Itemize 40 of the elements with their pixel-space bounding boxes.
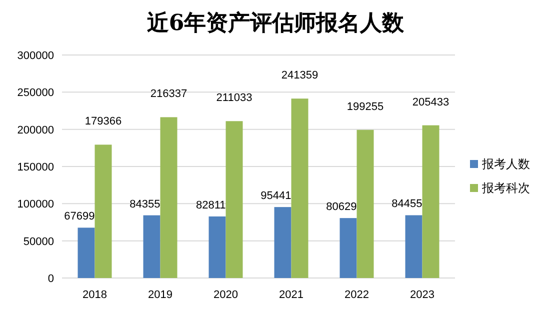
bar (274, 207, 292, 278)
chart-title: 近6年资产评估师报名人数 (146, 10, 406, 36)
x-tick-label: 2021 (279, 289, 304, 301)
y-tick-label: 200000 (17, 124, 54, 136)
data-label: 84355 (130, 198, 160, 210)
bar (340, 218, 357, 278)
data-label: 199255 (346, 100, 384, 113)
data-label: 84455 (392, 198, 422, 210)
data-label: 82811 (196, 199, 226, 212)
bar (291, 98, 308, 278)
bar (422, 125, 440, 278)
x-tick-label: 2023 (410, 289, 434, 301)
x-tick-label: 2019 (148, 289, 172, 301)
y-tick-label: 50000 (23, 236, 54, 248)
data-label: 211033 (216, 92, 252, 104)
x-tick-label: 2018 (82, 289, 107, 301)
bar (78, 228, 95, 278)
y-tick-label: 100000 (17, 198, 54, 211)
x-tick-label: 2022 (344, 289, 369, 301)
data-label: 95441 (260, 190, 292, 202)
data-label: 80629 (326, 201, 357, 214)
data-label: 216337 (150, 88, 188, 100)
bar (356, 130, 374, 278)
legend-label: 报考科次 (481, 181, 530, 195)
bar (143, 215, 160, 278)
y-tick-label: 250000 (17, 87, 54, 100)
legend-label: 报考人数 (481, 157, 530, 171)
bar (94, 144, 112, 278)
x-tick-label: 2020 (214, 289, 238, 301)
bar (226, 121, 243, 278)
data-label: 179366 (84, 116, 122, 128)
data-label: 205433 (412, 96, 450, 108)
y-tick-label: 150000 (17, 162, 54, 174)
bar (405, 215, 422, 278)
bar (208, 216, 226, 278)
data-label: 241359 (281, 70, 318, 82)
y-tick-label: 0 (48, 273, 54, 285)
bar (160, 117, 178, 278)
data-label: 67699 (64, 210, 95, 223)
y-tick-label: 300000 (17, 50, 54, 62)
